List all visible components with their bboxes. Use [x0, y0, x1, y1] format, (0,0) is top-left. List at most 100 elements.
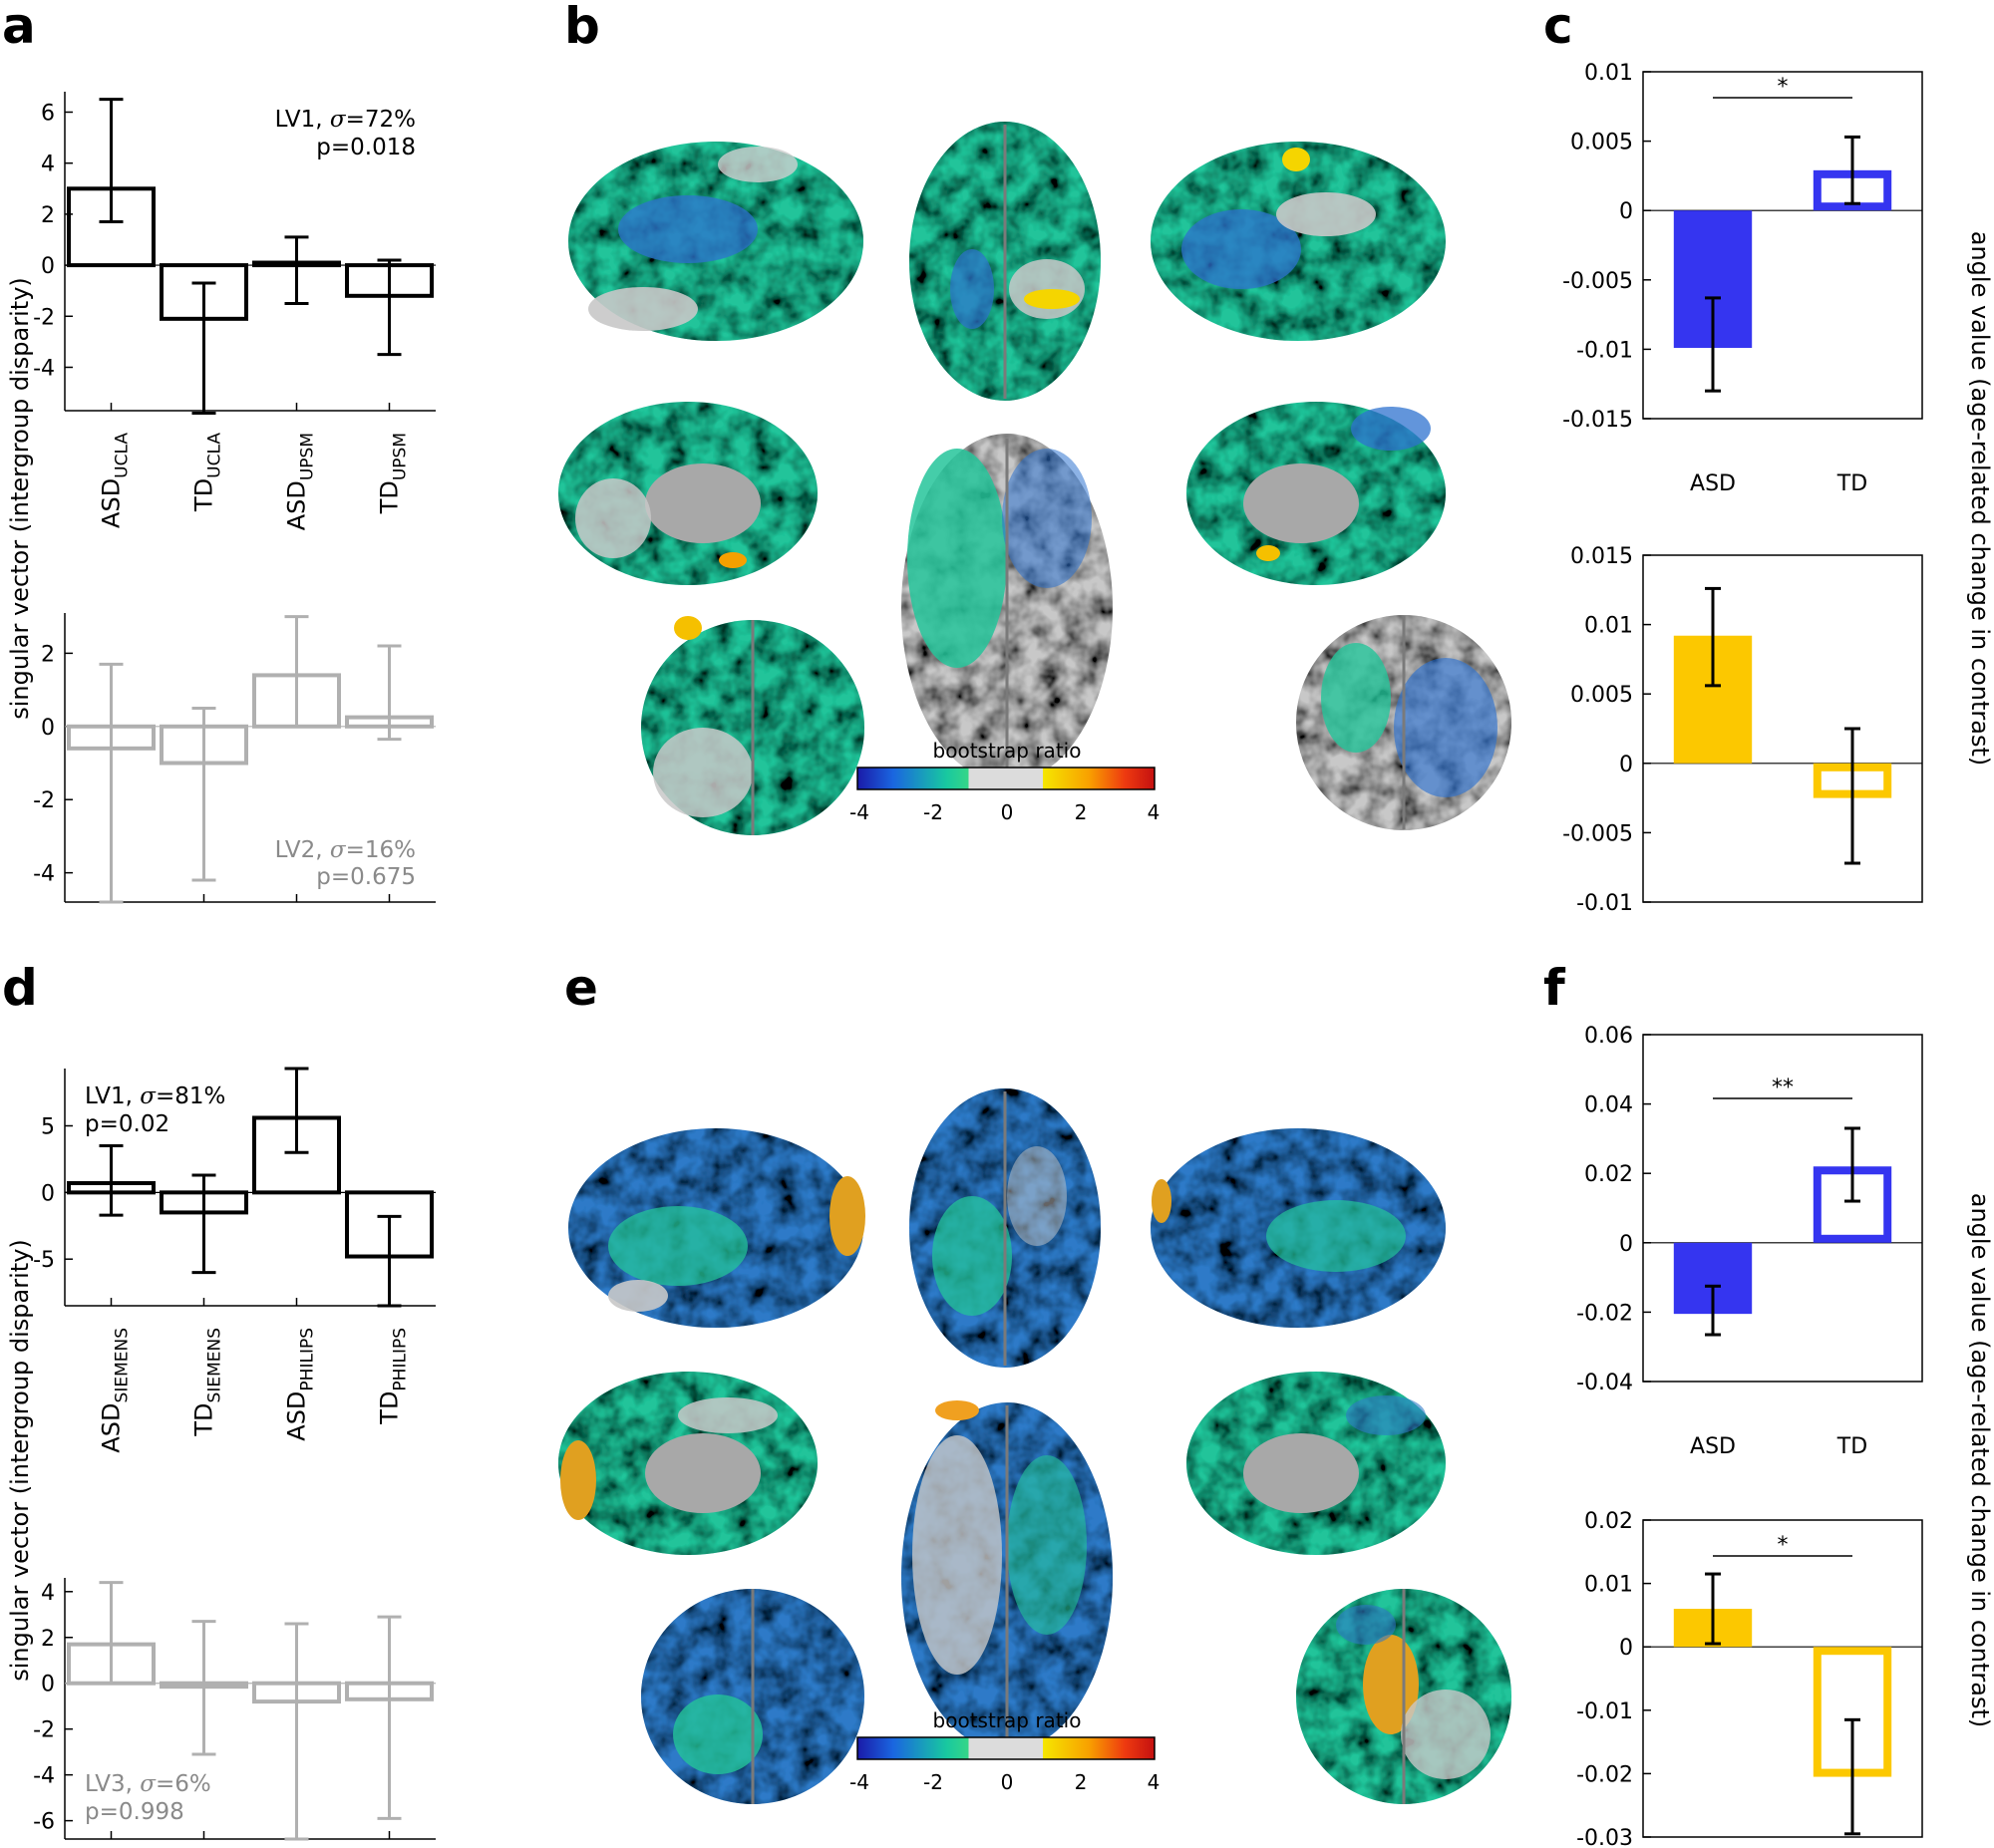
y-tick-label: -0.04 [1576, 1371, 1633, 1395]
y-tick-label: -0.02 [1576, 1301, 1633, 1326]
y-tick-label: 0 [41, 1181, 55, 1206]
y-tick-label: 0 [1619, 1636, 1633, 1661]
sigma-symbol: σ [140, 1083, 157, 1109]
lv-annotation: LV1, σ=81% [85, 1083, 225, 1109]
y-tick-label: -0.01 [1576, 1699, 1633, 1724]
brain-medial-left [558, 1372, 818, 1555]
category-subscript: UPSM [391, 433, 411, 480]
category-base: TD [190, 478, 218, 512]
colorbar-gradient [856, 1736, 1156, 1760]
category-base: ASD [283, 1391, 311, 1441]
sigma-value: =72% [346, 107, 416, 133]
category-base: TD [376, 1391, 404, 1425]
y-tick-label: -0.01 [1576, 891, 1633, 916]
significance-marker: * [1778, 75, 1789, 100]
x-category-label: TDSIEMENS [190, 1328, 225, 1437]
y-tick-label: 0.01 [1584, 614, 1633, 639]
ylabel-panel-a: singular vector (intergroup disparity) [6, 277, 34, 720]
y-tick-label: 4 [41, 153, 55, 177]
y-tick-label: -2 [33, 788, 55, 813]
colorbar-panel-b: bootstrap ratio -4 -2 0 2 4 [849, 739, 1160, 824]
category-subscript: SIEMENS [205, 1328, 225, 1402]
x-category-label: ASDPHILIPS [283, 1328, 318, 1441]
lv-label: LV2 [275, 837, 316, 863]
sigma-symbol: σ [330, 837, 347, 863]
y-tick-label: -4 [33, 356, 55, 381]
y-tick-label: -0.005 [1562, 269, 1633, 294]
x-category-label: TDUPSM [376, 433, 411, 514]
brain-bottom [901, 1400, 1113, 1751]
brain-medial-left [558, 402, 818, 585]
category-base: ASD [98, 478, 126, 528]
lv-annotation: LV3, σ=6% [85, 1771, 211, 1797]
sigma-symbol: σ [330, 107, 347, 133]
bar-chart-f-top: -0.04 -0.02 0 0.02 0.04 0.06 ASD TD ** [1576, 1024, 1923, 1459]
x-category-label: TD [1836, 1434, 1867, 1459]
sigma-value: =6% [156, 1771, 211, 1797]
x-category-label: TDPHILIPS [376, 1328, 411, 1425]
category-subscript: UCLA [205, 433, 225, 478]
colorbar-panel-e: bootstrap ratio -4 -2 0 2 4 [849, 1708, 1160, 1794]
x-category-label: ASDUCLA [98, 433, 133, 528]
y-tick-label: 6 [41, 101, 55, 126]
y-tick-label: -0.01 [1576, 338, 1633, 363]
y-tick-label: -0.03 [1576, 1826, 1633, 1848]
y-tick-label: 4 [41, 1581, 55, 1606]
panel-letter-f: f [1543, 959, 1566, 1017]
axes-box [1642, 71, 1923, 420]
bar-chart-c-top: -0.015 -0.01 -0.005 0 0.005 0.01 ASD TD * [1562, 61, 1923, 496]
bar-chart-f-bottom: -0.03 -0.02 -0.01 0 0.01 0.02 * [1576, 1509, 1923, 1848]
lv-label: LV1 [275, 107, 316, 133]
y-tick-label: 0.01 [1584, 1573, 1633, 1598]
ylabel-panel-f: angle value (age-related change in contr… [1966, 1193, 1994, 1727]
p-value: p=0.018 [316, 135, 416, 160]
y-tick-label: 2 [41, 642, 55, 667]
y-tick-label: 0 [41, 1673, 55, 1697]
y-tick-label: -0.005 [1562, 821, 1633, 846]
lv-annotation: LV1, σ=72% [275, 107, 416, 133]
y-tick-label: 0.005 [1570, 131, 1633, 155]
brain-renderings-panel-e [558, 1088, 1511, 1804]
x-category-label: ASD [1690, 1434, 1736, 1459]
category-base: TD [376, 480, 404, 514]
brain-occipital [1296, 1589, 1511, 1804]
p-value: p=0.02 [85, 1111, 169, 1137]
axes-box [1642, 1034, 1923, 1383]
brain-medial-right [1186, 402, 1446, 585]
colorbar-title: bootstrap ratio [933, 739, 1082, 763]
brain-bottom [901, 434, 1113, 782]
y-tick-label: -0.015 [1562, 408, 1633, 433]
brain-lateral-left [568, 1128, 865, 1328]
category-subscript: PHILIPS [391, 1328, 411, 1391]
category-subscript: UPSM [298, 433, 318, 480]
lv-separator: , [315, 837, 330, 863]
bar-chart-a-lv2: -4 -2 0 2 LV2, σ=16%p=0.675 [33, 613, 436, 904]
y-tick-label: 0 [41, 254, 55, 279]
panel-letter-a: a [2, 0, 36, 55]
bar-chart-c-bottom: -0.01 -0.005 0 0.005 0.01 0.015 [1562, 544, 1923, 916]
bar-chart-d-lv3: -6 -4 -2 0 2 4 LV3, σ=6%p=0.998 [33, 1578, 436, 1841]
brain-frontal [641, 616, 864, 835]
lv-label: LV3 [85, 1771, 126, 1797]
lv-separator: , [126, 1083, 141, 1109]
lv-separator: , [126, 1771, 141, 1797]
x-category-label: TD [1836, 471, 1867, 496]
brain-lateral-right [1151, 1128, 1446, 1328]
lv-separator: , [315, 107, 330, 133]
x-category-label: ASDSIEMENS [98, 1328, 133, 1453]
p-value: p=0.998 [85, 1799, 184, 1825]
category-base: ASD [98, 1402, 126, 1452]
y-tick-label: 5 [41, 1114, 55, 1139]
colorbar-tick-label: 4 [1148, 1770, 1161, 1794]
colorbar-tick-label: 4 [1148, 800, 1161, 824]
x-category-label: ASD [1690, 471, 1736, 496]
brain-top [909, 1088, 1101, 1368]
y-tick-label: 0 [41, 716, 55, 741]
category-base: TD [190, 1402, 218, 1436]
brain-medial-right [1186, 1372, 1446, 1555]
p-value: p=0.675 [316, 864, 416, 890]
colorbar-tick-label: -4 [849, 1770, 869, 1794]
axes-box [1642, 1519, 1923, 1838]
brain-renderings-panel-b [558, 122, 1511, 835]
